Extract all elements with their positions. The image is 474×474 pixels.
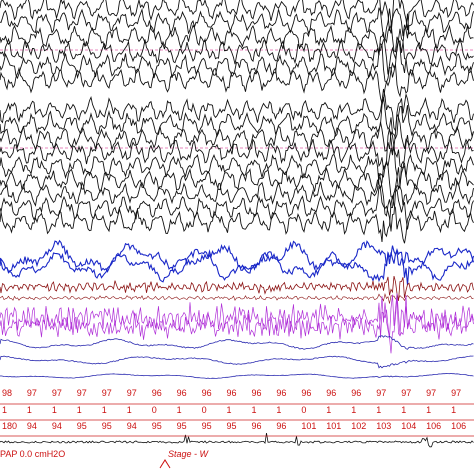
pressure-label: PAP 0.0 cmH2O [0,449,65,459]
hr-row-value: 96 [276,421,286,431]
hr-row-value: 96 [252,421,262,431]
spo2-row-value: 96 [326,388,336,398]
hr-row-value: 94 [27,421,37,431]
event-row-value: 1 [102,405,107,415]
event-row-value: 1 [252,405,257,415]
hr-row-value: 95 [152,421,162,431]
spo2-row-value: 97 [426,388,436,398]
event-row-value: 0 [301,405,306,415]
spo2-row-value: 97 [102,388,112,398]
eeg-trace [0,61,474,106]
resp-trace [0,355,474,369]
eog-trace [0,239,474,286]
eeg-trace [0,28,474,75]
hr-row-value: 95 [77,421,87,431]
event-row-value: 1 [351,405,356,415]
spo2-row-value: 97 [27,388,37,398]
eeg-trace [0,185,474,232]
eeg-trace [0,167,474,217]
event-row-value: 1 [426,405,431,415]
event-row-value: 1 [127,405,132,415]
hr-row-value: 180 [2,421,17,431]
eeg-trace [0,8,474,53]
bottom-trace [0,433,474,448]
spo2-row-value: 96 [252,388,262,398]
hr-row-value: 94 [52,421,62,431]
spo2-row-value: 97 [77,388,87,398]
eeg-trace [0,0,474,31]
resp-trace [0,373,474,379]
spo2-row-value: 98 [2,388,12,398]
event-row-value: 1 [2,405,7,415]
hr-row-value: 95 [202,421,212,431]
ecg-trace [0,296,474,354]
spo2-row-value: 96 [177,388,187,398]
hr-row-value: 94 [127,421,137,431]
event-row-value: 1 [276,405,281,415]
spo2-row-value: 96 [227,388,237,398]
spo2-row-value: 96 [351,388,361,398]
resp-trace [0,335,474,350]
hr-row-value: 95 [102,421,112,431]
hr-row-value: 95 [227,421,237,431]
spo2-row-value: 97 [52,388,62,398]
footer-annotations: PAP 0.0 cmH2O Stage - W [0,449,210,469]
hr-row-value: 106 [451,421,466,431]
hr-row-value: 101 [326,421,341,431]
event-row-value: 1 [376,405,381,415]
hr-row-value: 104 [401,421,416,431]
spo2-row-value: 96 [276,388,286,398]
emg-trace [0,275,474,301]
spo2-row-value: 97 [127,388,137,398]
eeg-trace [0,88,474,133]
hr-row-value: 102 [351,421,366,431]
hr-row-value: 95 [177,421,187,431]
event-row-value: 1 [27,405,32,415]
eog-trace [0,245,474,283]
ecg-trace [0,293,474,339]
event-row-value: 1 [52,405,57,415]
numeric-rows: 98 97 97 97 97 97 96 96 96 96 96 96 96 96 96 97 97 97 971 1… [0,388,474,437]
hr-row-value: 106 [426,421,441,431]
spo2-row-value: 96 [301,388,311,398]
spo2-row-value: 97 [376,388,386,398]
eeg-trace [0,7,474,44]
stage-label: Stage - W [168,449,210,459]
eeg-trace [0,143,474,190]
eeg-trace [0,39,474,84]
event-row-value: 1 [177,405,182,415]
event-row-value: 1 [77,405,82,415]
signal-traces [0,0,474,448]
event-row-value: 1 [401,405,406,415]
hr-row-value: 103 [376,421,391,431]
eeg-trace [0,113,474,152]
hr-row-value: 101 [301,421,316,431]
eeg-trace [0,97,474,140]
stage-marker-icon [159,459,171,469]
eeg-trace [0,195,474,244]
spo2-row-value: 97 [451,388,461,398]
event-row-value: 0 [202,405,207,415]
spo2-row-value: 96 [152,388,162,398]
event-row-value: 1 [451,405,456,415]
spo2-row-value: 97 [401,388,411,398]
event-row-value: 1 [227,405,232,415]
event-row-value: 1 [326,405,331,415]
event-row-value: 0 [152,405,157,415]
spo2-row-value: 96 [202,388,212,398]
emg-trace [0,292,474,304]
